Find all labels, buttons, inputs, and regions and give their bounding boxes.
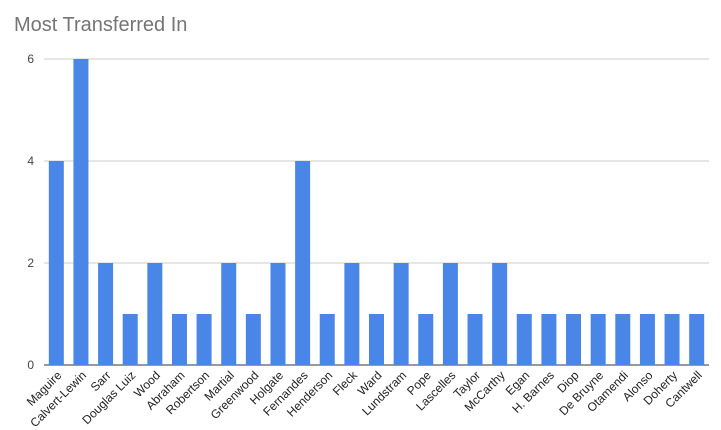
bar-h-barnes[interactable] [541, 314, 557, 365]
y-tick-label: 4 [27, 154, 34, 168]
bar-lascelles[interactable] [442, 263, 458, 365]
bar-diop[interactable] [566, 314, 582, 365]
bar-calvert-lewin[interactable] [73, 59, 89, 365]
bar-cantwell[interactable] [689, 314, 705, 365]
bar-lundstram[interactable] [393, 263, 409, 365]
bar-fleck[interactable] [344, 263, 360, 365]
chart-title: Most Transferred In [14, 14, 188, 36]
x-tick-label: Fleck [330, 368, 361, 399]
bar-sarr[interactable] [98, 263, 114, 365]
y-axis-labels: 0 2 4 6 [27, 52, 34, 372]
bar-mccarthy[interactable] [492, 263, 508, 365]
bar-henderson[interactable] [319, 314, 335, 365]
bar-taylor[interactable] [467, 314, 483, 365]
bar-otamendi[interactable] [615, 314, 631, 365]
bar-greenwood[interactable] [245, 314, 261, 365]
bar-doherty[interactable] [664, 314, 680, 365]
y-tick-label: 6 [27, 52, 34, 66]
bar-de-bruyne[interactable] [590, 314, 606, 365]
bar-ward[interactable] [369, 314, 384, 365]
y-tick-label: 0 [27, 358, 34, 372]
bar-pope[interactable] [418, 314, 434, 365]
bar-martial[interactable] [221, 263, 237, 365]
bar-wood[interactable] [147, 263, 163, 365]
bar-douglas-luiz[interactable] [122, 314, 138, 365]
y-tick-label: 2 [27, 256, 34, 270]
bar-egan[interactable] [516, 314, 532, 365]
bar-robertson[interactable] [196, 314, 212, 365]
bars [48, 59, 705, 365]
bar-alonso[interactable] [639, 314, 655, 365]
bar-maguire[interactable] [48, 161, 64, 365]
bar-holgate[interactable] [270, 263, 286, 365]
bar-abraham[interactable] [171, 314, 187, 365]
bar-fernandes[interactable] [295, 161, 311, 365]
